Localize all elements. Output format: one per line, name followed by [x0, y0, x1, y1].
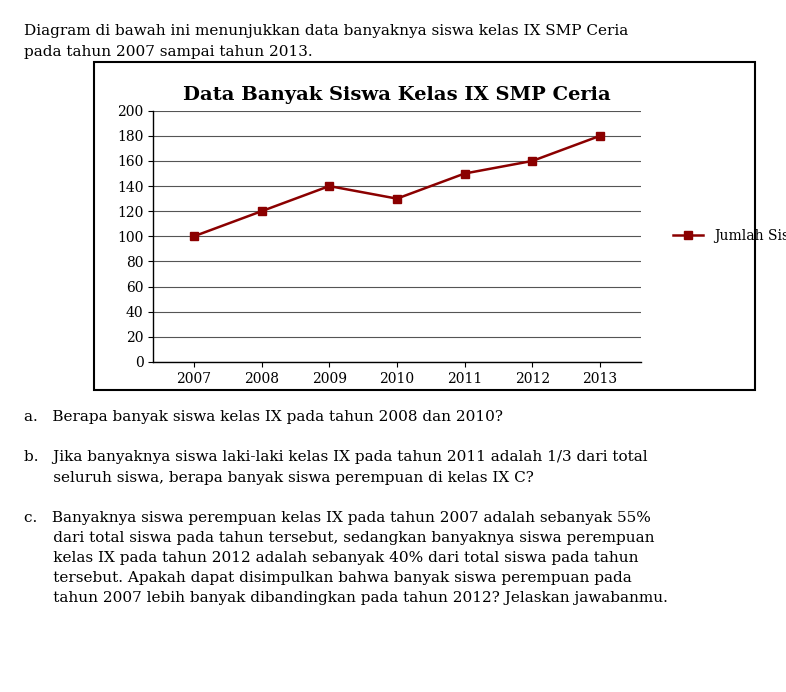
Jumlah Siswa [392, 194, 402, 203]
Text: a.   Berapa banyak siswa kelas IX pada tahun 2008 dan 2010?

b.   Jika banyaknya: a. Berapa banyak siswa kelas IX pada tah… [24, 410, 667, 605]
Line: Jumlah Siswa: Jumlah Siswa [189, 131, 604, 241]
Legend: Jumlah Siswa: Jumlah Siswa [667, 224, 786, 249]
Jumlah Siswa [325, 182, 334, 190]
Jumlah Siswa [460, 170, 469, 178]
Text: Diagram di bawah ini menunjukkan data banyaknya siswa kelas IX SMP Ceria: Diagram di bawah ini menunjukkan data ba… [24, 24, 628, 37]
Jumlah Siswa [595, 131, 604, 140]
Title: Data Banyak Siswa Kelas IX SMP Ceria: Data Banyak Siswa Kelas IX SMP Ceria [183, 86, 611, 104]
Jumlah Siswa [527, 157, 537, 165]
Text: pada tahun 2007 sampai tahun 2013.: pada tahun 2007 sampai tahun 2013. [24, 45, 312, 59]
Jumlah Siswa [189, 233, 199, 241]
Jumlah Siswa [257, 207, 266, 215]
